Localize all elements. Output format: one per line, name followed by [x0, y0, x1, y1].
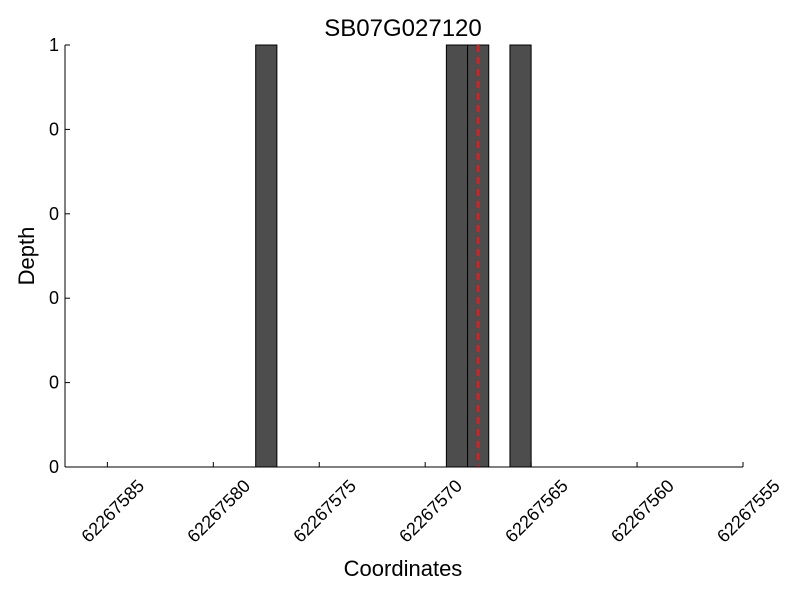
- bar: [445, 44, 469, 468]
- x-axis-label: Coordinates: [344, 556, 463, 581]
- y-tick-label: 1: [49, 35, 59, 55]
- x-tick-label: 62267585: [77, 476, 148, 547]
- y-tick-label: 0: [49, 288, 59, 308]
- y-tick-label: 0: [49, 204, 59, 224]
- x-tick-label: 62267555: [713, 476, 784, 547]
- y-axis-label: Depth: [14, 227, 39, 286]
- bar: [255, 44, 278, 468]
- x-tick-label: 62267575: [289, 476, 360, 547]
- chart-title: SB07G027120: [324, 15, 481, 42]
- x-tick-label: 62267560: [607, 476, 678, 547]
- y-tick-label: 0: [49, 457, 59, 477]
- x-tick-label: 62267570: [395, 476, 466, 547]
- y-tick-label: 0: [49, 119, 59, 139]
- bar: [509, 44, 532, 468]
- y-tick-label: 0: [49, 373, 59, 393]
- x-tick-label: 62267565: [501, 476, 572, 547]
- x-tick-label: 62267580: [183, 476, 254, 547]
